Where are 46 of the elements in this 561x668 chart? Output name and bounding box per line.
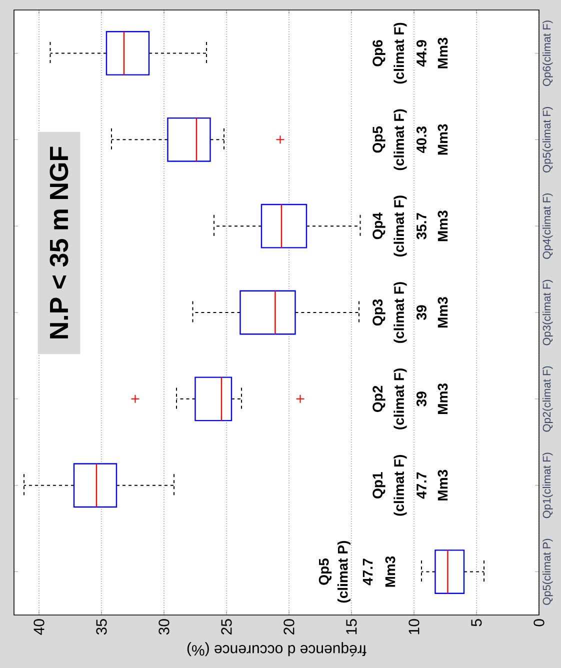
y-tick-label: Qp2(climat F) [542, 366, 553, 432]
annotation: Qp5 [318, 558, 332, 585]
x-tick-label: 25 [221, 619, 232, 634]
annotation: (climat F) [394, 454, 407, 516]
annotation: 47.7 [362, 558, 373, 586]
x-tick-label: 15 [346, 619, 357, 634]
y-tick-label: Qp3(climat F) [542, 280, 553, 346]
annotation: (climat F) [394, 109, 407, 170]
annotation: Mm3 [438, 210, 448, 242]
y-tick-label: Qp4(climat F) [542, 193, 553, 259]
annotation: 44.9 [416, 40, 426, 67]
annotation: (climat F) [394, 282, 407, 343]
x-tick-label: 40 [34, 619, 44, 635]
annotation: Qp1 [372, 472, 386, 498]
annotation: (climat F) [394, 22, 407, 84]
x-tick-label: 20 [284, 619, 294, 634]
x-tick-label: 0 [534, 619, 544, 626]
annotation: Qp6 [372, 40, 386, 66]
y-tick-label: Qp5(climat P) [542, 538, 553, 605]
annotation: (climat F) [394, 368, 407, 430]
annotation: Mm3 [385, 556, 396, 587]
annotation: (climat F) [394, 196, 407, 257]
annotation: Qp5 [372, 126, 386, 153]
y-tick-label: Qp5(climat F) [542, 107, 553, 172]
x-tick-label: 30 [158, 619, 170, 635]
y-tick-label: Qp1(climat F) [542, 452, 553, 518]
x-axis-title: fréquence d occurence (%) [187, 642, 366, 656]
annotation: 47.7 [416, 472, 426, 499]
annotation: 40.3 [416, 126, 426, 154]
annotation: 35.7 [416, 213, 426, 240]
annotation: Qp3 [372, 299, 386, 326]
annotation: Mm3 [438, 124, 448, 155]
x-tick-label: 35 [96, 619, 107, 635]
annotation: (climat P) [337, 540, 351, 603]
annotation: 39 [416, 305, 426, 320]
annotation: Mm3 [438, 38, 448, 68]
x-tick-label: 5 [471, 619, 482, 626]
x-tick-label: 10 [408, 619, 420, 634]
y-tick-label: Qp6(climat F) [542, 20, 553, 86]
annotation: Qp4 [372, 212, 386, 240]
annotation: Qp2 [372, 386, 386, 412]
annotation: 39 [416, 392, 426, 406]
text: N.P < 35 m NGF [50, 146, 68, 338]
annotation: Mm3 [438, 384, 448, 414]
annotation: Mm3 [438, 470, 448, 500]
annotation: Mm3 [438, 297, 448, 328]
